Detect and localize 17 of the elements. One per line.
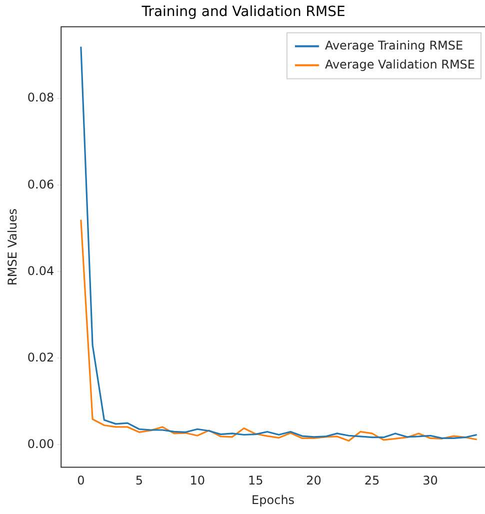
x-axis-title: Epochs xyxy=(252,492,295,507)
y-tick-label: 0.06 xyxy=(27,177,54,192)
y-tick-label: 0.02 xyxy=(27,350,54,364)
x-tick-label: 5 xyxy=(135,474,143,488)
legend-label: Average Training RMSE xyxy=(324,38,464,52)
x-tick-label: 30 xyxy=(422,474,438,488)
x-tick-label: 10 xyxy=(190,474,206,488)
x-tick-label: 20 xyxy=(306,474,322,488)
legend-label: Average Validation RMSE xyxy=(324,57,476,72)
x-tick-label: 15 xyxy=(248,474,264,488)
x-tick-label: 0 xyxy=(77,474,85,488)
chart-title: Training and Validation RMSE xyxy=(140,4,346,20)
y-tick-label: 0.04 xyxy=(27,264,54,278)
x-tick-label: 25 xyxy=(364,474,380,488)
y-tick-label: 0.00 xyxy=(27,436,54,451)
y-axis-title: RMSE Values xyxy=(5,208,20,286)
y-tick-label: 0.08 xyxy=(27,90,54,105)
